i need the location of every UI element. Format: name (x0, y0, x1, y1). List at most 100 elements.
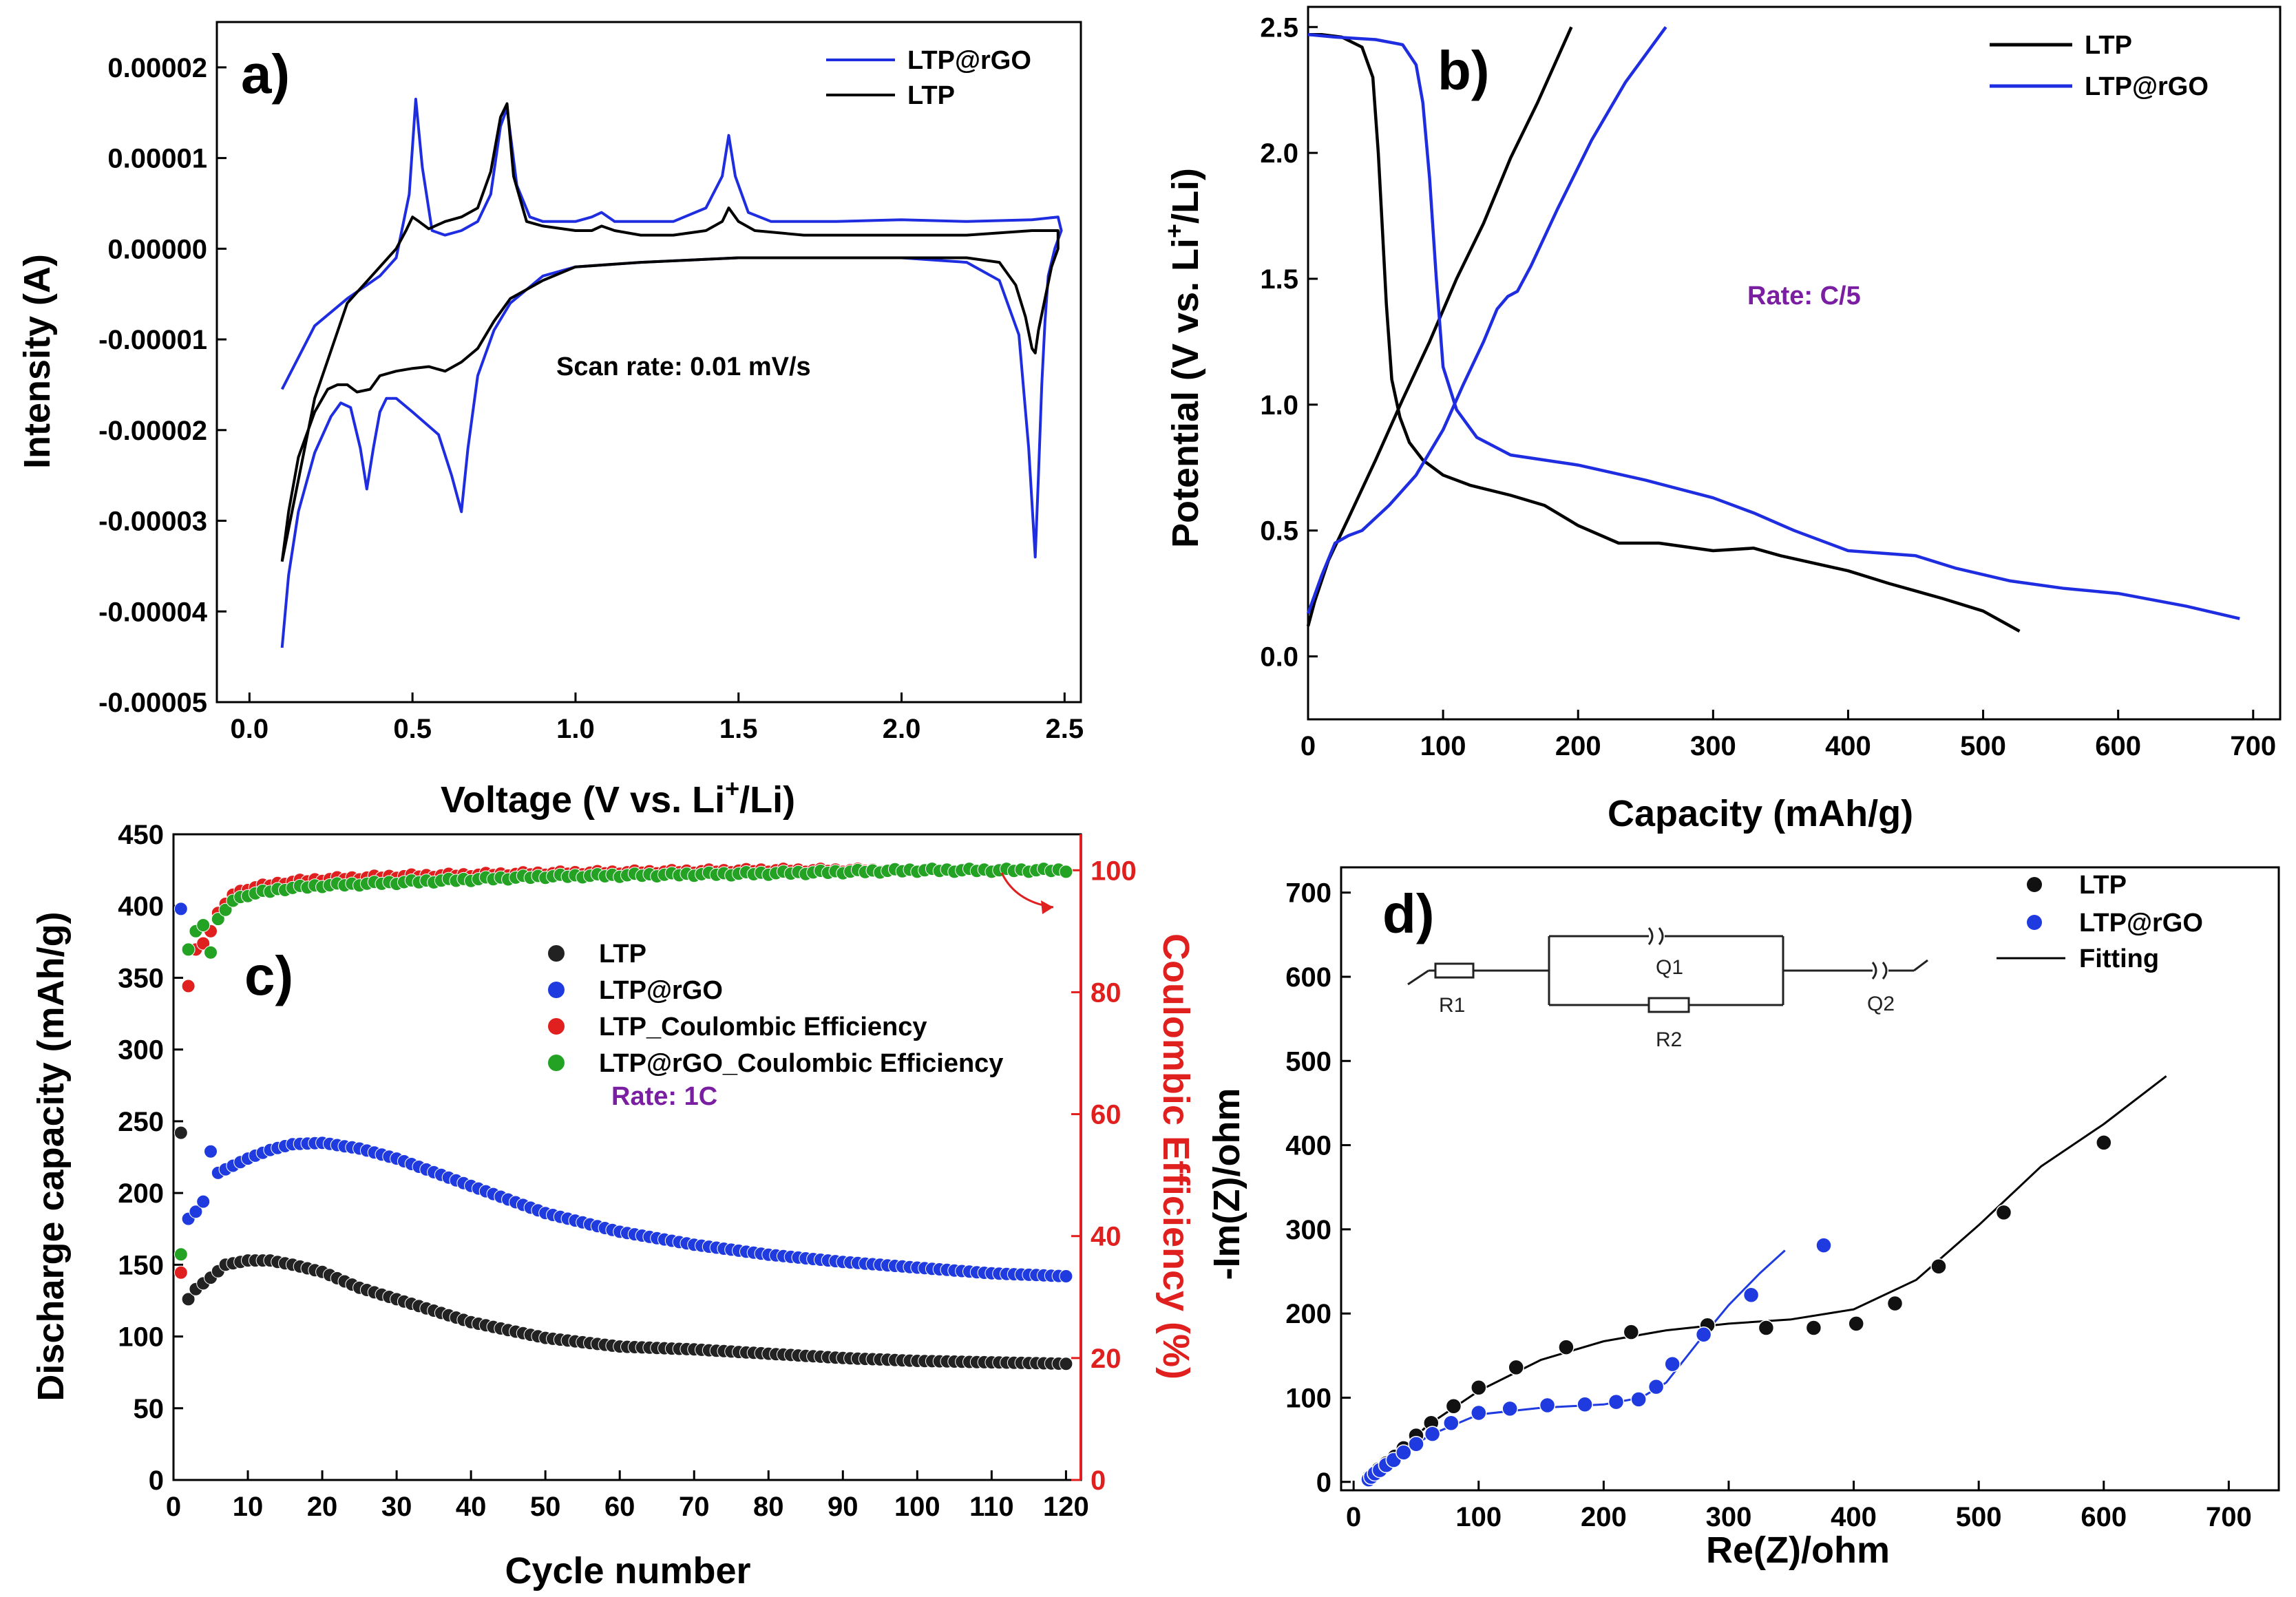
c-legend-ltp-rgo: LTP@rGO (599, 976, 723, 1005)
d-point-ltp (1758, 1320, 1775, 1336)
d-circuit-q1 (1647, 927, 1664, 945)
b-panel-label: b) (1437, 40, 1490, 101)
d-legend-fitting: Fitting (2079, 944, 2159, 973)
b-rate-annotation: Rate: C/5 (1747, 282, 1861, 310)
b-y-axis-ticks: 0.0 0.5 1.0 1.5 2.0 2.5 (1260, 12, 1318, 673)
c-x-tick-label: 70 (679, 1492, 710, 1522)
c-right-tick-label: 20 (1091, 1344, 1121, 1374)
c-x-tick-label: 110 (969, 1492, 1014, 1522)
a-y-tick-label: -0.00003 (98, 507, 207, 537)
d-y-tick-label: 200 (1285, 1299, 1331, 1329)
a-legend-ltp-rgo: LTP@rGO (907, 46, 1031, 75)
c-y-tick-label: 350 (118, 963, 164, 993)
d-point-ltp-rgo (1630, 1391, 1647, 1408)
d-point-ltp (1930, 1258, 1947, 1275)
d-y-tick-label: 400 (1285, 1131, 1331, 1161)
d-legend-ltp: LTP (2079, 871, 2127, 900)
a-y-tick-label: 0.00000 (107, 234, 207, 264)
c-point-ltp-rgo-coulombic-efficiency (218, 902, 233, 917)
d-x-tick-label: 700 (2206, 1502, 2252, 1532)
c-legend-ltp: LTP (599, 940, 646, 969)
d-y-tick-label: 600 (1285, 962, 1331, 993)
d-y-tick-label: 0 (1316, 1468, 1331, 1498)
d-y-tick-label: 700 (1285, 878, 1331, 909)
a-y-tick-label: -0.00001 (98, 325, 207, 355)
c-legend-marker-ltp-rgo (548, 982, 565, 998)
d-point-ltp-rgo (1395, 1444, 1412, 1461)
c-point-ltp-rgo (196, 1194, 211, 1209)
c-right-axis-label: Coulombic Efficiency (%) (1155, 933, 1197, 1379)
d-y-axis-ticks: 0 100 200 300 400 500 600 700 (1285, 878, 1351, 1498)
d-point-ltp (1445, 1397, 1462, 1415)
c-y-tick-label: 150 (118, 1250, 164, 1280)
b-plot-lines (1306, 25, 2240, 633)
a-y-tick-label: -0.00004 (98, 597, 208, 627)
c-arrow-head (1041, 900, 1053, 914)
b-x-tick-label: 700 (2230, 731, 2276, 761)
c-point-ltp-rgo-coulombic-efficiency (211, 912, 225, 927)
b-y-tick-label: 2.5 (1260, 12, 1298, 43)
d-x-axis-label: Re(Z)/ohm (1706, 1530, 1890, 1571)
c-y-tick-label: 450 (118, 820, 164, 850)
d-point-ltp (1886, 1295, 1904, 1312)
c-point-ltp-rgo-coulombic-efficiency (204, 945, 218, 960)
b-y-tick-label: 0.5 (1260, 516, 1298, 547)
d-circuit-label-r2: R2 (1656, 1028, 1682, 1051)
c-x-tick-label: 80 (753, 1492, 784, 1522)
b-legend: LTP LTP@rGO (1990, 31, 2209, 101)
c-y-tick-label: 100 (118, 1322, 164, 1353)
d-point-ltp (1995, 1204, 2012, 1221)
c-x-tick-label: 90 (828, 1492, 859, 1522)
d-circuit-label-q2: Q2 (1867, 993, 1895, 1015)
d-legend: LTP LTP@rGO Fitting (1997, 871, 2203, 973)
d-point-ltp (1623, 1324, 1640, 1340)
d-point-ltp (1508, 1359, 1524, 1376)
c-y-tick-label: 300 (118, 1035, 164, 1066)
a-x-tick-label: 1.5 (719, 714, 758, 744)
b-x-tick-label: 0 (1300, 731, 1316, 761)
c-legend-marker-ltp (548, 945, 565, 962)
c-x-tick-label: 0 (166, 1492, 181, 1522)
c-y-tick-label: 400 (118, 891, 164, 922)
d-legend-marker-ltp (2027, 877, 2042, 892)
c-legend-marker-ltp-rgo-ce (548, 1055, 565, 1071)
a-line-ltp (280, 102, 1060, 562)
b-x-tick-label: 200 (1555, 731, 1601, 761)
d-point-ltp-rgo (1577, 1396, 1593, 1413)
c-x-tick-label: 30 (381, 1492, 412, 1522)
d-x-tick-label: 500 (1956, 1502, 2002, 1532)
d-x-tick-label: 100 (1455, 1502, 1502, 1532)
d-circuit-label-r1: R1 (1439, 994, 1465, 1017)
d-x-tick-label: 200 (1581, 1502, 1627, 1532)
c-y-tick-label: 0 (149, 1466, 164, 1496)
d-point-ltp-rgo (1815, 1237, 1832, 1254)
a-plot-lines (280, 98, 1063, 648)
c-x-tick-label: 60 (604, 1492, 635, 1522)
b-y-axis-label: Potential (V vs. Li+/Li) (1160, 168, 1206, 548)
c-legend-ltp-rgo-ce: LTP@rGO_Coulombic Efficiency (599, 1049, 1003, 1078)
d-point-ltp-rgo (1443, 1415, 1460, 1431)
c-right-axis-ticks: 0 20 40 60 80 100 (1071, 856, 1137, 1496)
d-point-ltp (1805, 1320, 1822, 1336)
d-equivalent-circuit (1407, 927, 1928, 1013)
d-point-ltp-rgo (1647, 1378, 1665, 1395)
c-point-ltp-rgo (1059, 1269, 1073, 1283)
a-x-tick-label: 1.0 (556, 714, 595, 744)
d-circuit-q2 (1871, 962, 1888, 980)
d-x-tick-label: 400 (1831, 1502, 1877, 1532)
a-legend-ltp: LTP (907, 81, 955, 110)
c-plot-points (173, 862, 1073, 1371)
a-panel-label: a) (241, 43, 290, 105)
d-x-tick-label: 300 (1706, 1502, 1752, 1532)
b-x-tick-label: 100 (1420, 731, 1466, 761)
d-point-ltp (1848, 1315, 1864, 1332)
d-point-ltp-rgo (1539, 1397, 1556, 1414)
a-x-axis-label: Voltage (V vs. Li+/Li) (441, 774, 795, 821)
a-line-ltp-rgo (280, 98, 1063, 648)
c-y-tick-label: 250 (118, 1107, 164, 1137)
c-x-tick-label: 120 (1043, 1492, 1089, 1522)
c-legend-ltp-ce: LTP_Coulombic Efficiency (599, 1013, 927, 1041)
d-legend-marker-ltp-rgo (2027, 915, 2042, 930)
c-point-ltp-rgo-coulombic-efficiency (173, 1247, 188, 1262)
